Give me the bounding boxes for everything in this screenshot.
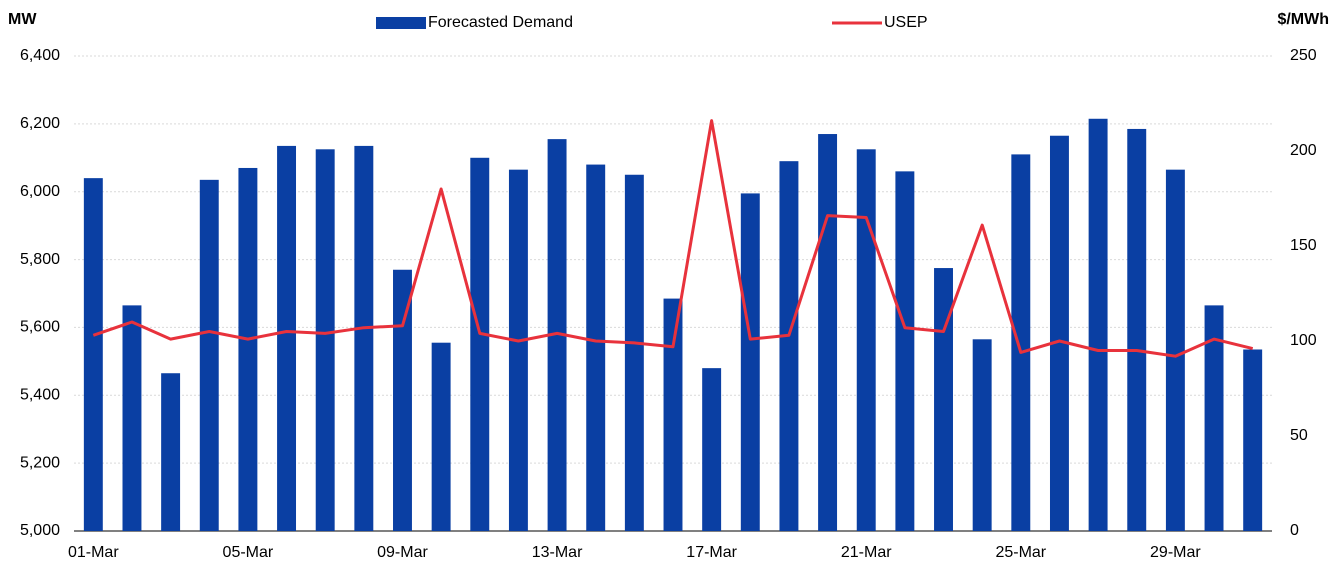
legend-swatch: [376, 17, 426, 29]
bar: [547, 139, 567, 531]
bar: [238, 167, 258, 531]
bar: [934, 268, 953, 531]
bar: [393, 269, 412, 531]
x-tick-label: 05-Mar: [223, 544, 274, 561]
bar: [1127, 128, 1147, 532]
y2-tick-label: 100: [1290, 332, 1317, 349]
bar: [895, 171, 915, 531]
y-tick-label: 6,200: [20, 115, 60, 132]
bar: [702, 368, 722, 531]
y-tick-label: 5,600: [20, 319, 60, 336]
bar: [354, 145, 374, 532]
x-tick-label: 29-Mar: [1150, 544, 1201, 561]
bar: [1011, 154, 1031, 531]
y-tick-label: 5,800: [20, 251, 60, 268]
bar: [508, 169, 528, 532]
x-tick-label: 17-Mar: [686, 544, 737, 561]
bar: [1204, 305, 1224, 531]
legend-label: Forecasted Demand: [428, 14, 573, 31]
legend-label: USEP: [884, 14, 928, 31]
y-tick-label: 6,000: [20, 183, 60, 200]
y2-tick-label: 200: [1290, 142, 1317, 159]
x-tick-label: 25-Mar: [995, 544, 1046, 561]
y2-tick-label: 0: [1290, 522, 1299, 539]
bar: [83, 178, 103, 531]
y-axis-title: MW: [8, 11, 37, 28]
bar: [122, 305, 142, 531]
bar: [624, 174, 644, 531]
y2-axis-title: $/MWh: [1277, 11, 1329, 28]
bar: [972, 339, 992, 531]
y-tick-label: 5,400: [20, 387, 60, 404]
x-tick-label: 21-Mar: [841, 544, 892, 561]
y2-tick-label: 150: [1290, 237, 1317, 254]
x-tick-label: 01-Mar: [68, 544, 119, 561]
bar: [1165, 169, 1185, 532]
bar: [470, 157, 490, 532]
y2-tick-label: 250: [1290, 47, 1317, 64]
bar: [779, 161, 799, 531]
bar: [818, 134, 838, 532]
bar: [586, 164, 606, 532]
line: [92, 119, 1254, 358]
bar: [663, 298, 683, 531]
y-tick-label: 5,200: [20, 454, 60, 471]
bar: [315, 149, 335, 531]
bar: [161, 373, 181, 531]
bar: [1088, 118, 1108, 532]
bar: [740, 193, 760, 532]
bar: [431, 342, 451, 531]
bar: [199, 179, 219, 531]
bar: [1049, 135, 1069, 531]
y-tick-label: 6,400: [20, 47, 60, 64]
y2-tick-label: 50: [1290, 427, 1308, 444]
x-tick-label: 13-Mar: [532, 544, 583, 561]
bar: [1243, 349, 1263, 531]
bar: [277, 145, 297, 532]
y-tick-label: 5,000: [20, 522, 60, 539]
x-tick-label: 09-Mar: [377, 544, 428, 561]
bar: [856, 149, 876, 531]
